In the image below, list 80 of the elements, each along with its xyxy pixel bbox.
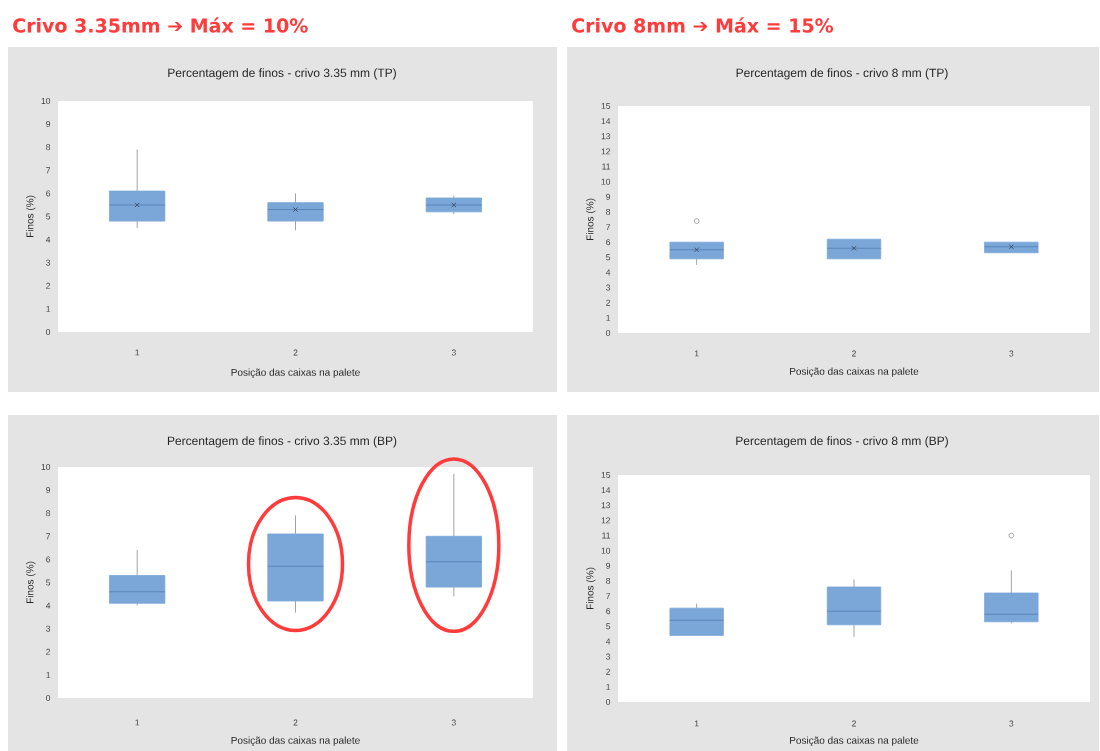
y-tick-label: 6	[46, 556, 51, 563]
x-tick-label: 3	[451, 719, 456, 726]
y-tick-label: 3	[46, 625, 51, 632]
y-tick-label: 1	[606, 314, 611, 321]
y-tick-label: 7	[46, 533, 51, 540]
y-axis-title: Finos (%)	[26, 561, 36, 604]
text: Crivo 3.35mm ➔ Máx = 10%	[13, 17, 308, 33]
x-axis-title: Posição das caixas na palete	[790, 367, 919, 377]
chart-title: Percentagem de finos - crivo 8 mm (TP)	[736, 68, 948, 80]
x-tick-label: 2	[852, 720, 856, 727]
y-tick-label: 10	[41, 97, 51, 104]
y-tick-label: 11	[602, 163, 611, 170]
y-tick-label: 2	[46, 282, 51, 289]
y-tick-label: 15	[601, 103, 611, 109]
y-tick-label: 12	[601, 148, 611, 155]
y-tick-label: 9	[606, 193, 611, 200]
y-tick-label: 11	[602, 532, 611, 539]
y-tick-label: 14	[601, 118, 611, 125]
x-axis-title: Posição das caixas na palete	[231, 368, 360, 378]
y-tick-label: 13	[601, 502, 611, 509]
y-tick-label: 1	[606, 683, 611, 690]
y-tick-label: 3	[606, 284, 611, 291]
y-tick-label: 6	[606, 239, 611, 246]
chart-title: Percentagem de finos - crivo 8 mm (BP)	[736, 436, 948, 448]
y-tick-label: 0	[606, 329, 611, 336]
x-axis-title: Posição das caixas na palete	[231, 736, 360, 746]
y-tick-label: 10	[601, 547, 611, 554]
x-tick-label: 3	[1009, 720, 1014, 727]
y-tick-label: 8	[606, 577, 611, 584]
text: Crivo 8mm ➔ Máx = 15%	[572, 17, 834, 33]
y-tick-label: 7	[606, 593, 611, 599]
y-tick-label: 5	[46, 213, 51, 220]
y-tick-label: 2	[606, 299, 611, 306]
y-tick-label: 4	[45, 236, 51, 243]
y-tick-label: 4	[45, 602, 51, 609]
y-tick-label: 6	[606, 608, 611, 615]
y-tick-label: 7	[606, 224, 611, 230]
y-tick-label: 5	[46, 579, 51, 586]
y-tick-label: 0	[606, 698, 611, 705]
y-tick-label: 3	[46, 259, 51, 266]
y-tick-label: 0	[46, 694, 51, 701]
y-tick-label: 8	[46, 510, 51, 517]
y-tick-label: 4	[605, 269, 611, 276]
y-axis-title: Finos (%)	[586, 567, 596, 610]
x-tick-label: 1	[694, 350, 699, 357]
chart-title: Percentagem de finos - crivo 3.35 mm (TP)	[168, 68, 396, 80]
chart-title: Percentagem de finos - crivo 3.35 mm (BP)	[167, 436, 397, 448]
y-tick-label: 3	[606, 653, 611, 660]
y-tick-label: 5	[606, 254, 611, 261]
x-axis-title: Posição das caixas na palete	[790, 736, 919, 746]
y-tick-label: 13	[601, 133, 611, 140]
x-tick-label: 1	[135, 719, 140, 726]
y-axis-title: Finos (%)	[586, 198, 596, 241]
y-tick-label: 1	[46, 305, 51, 312]
y-axis-title: Finos (%)	[26, 195, 36, 238]
y-tick-label: 5	[606, 623, 611, 630]
y-tick-label: 12	[601, 517, 611, 524]
y-tick-label: 4	[605, 638, 611, 645]
y-tick-label: 8	[46, 144, 51, 151]
x-tick-label: 3	[451, 349, 456, 356]
x-tick-label: 3	[1009, 350, 1014, 357]
x-tick-label: 2	[852, 350, 856, 357]
y-tick-label: 2	[46, 648, 51, 655]
y-tick-label: 10	[41, 463, 51, 470]
y-tick-label: 9	[46, 121, 51, 128]
y-tick-label: 9	[606, 562, 611, 569]
x-tick-label: 2	[293, 719, 298, 726]
x-tick-label: 1	[694, 720, 699, 727]
y-tick-label: 14	[601, 487, 611, 494]
y-tick-label: 7	[46, 167, 51, 174]
y-tick-label: 1	[46, 671, 51, 678]
x-tick-label: 1	[135, 349, 140, 356]
y-tick-label: 0	[46, 328, 51, 335]
y-tick-label: 9	[46, 487, 51, 494]
y-tick-label: 8	[606, 208, 611, 215]
y-tick-label: 2	[606, 668, 611, 675]
x-tick-label: 2	[293, 349, 298, 356]
y-tick-label: 15	[601, 472, 611, 478]
y-tick-label: 6	[46, 190, 51, 197]
y-tick-label: 10	[601, 178, 611, 185]
